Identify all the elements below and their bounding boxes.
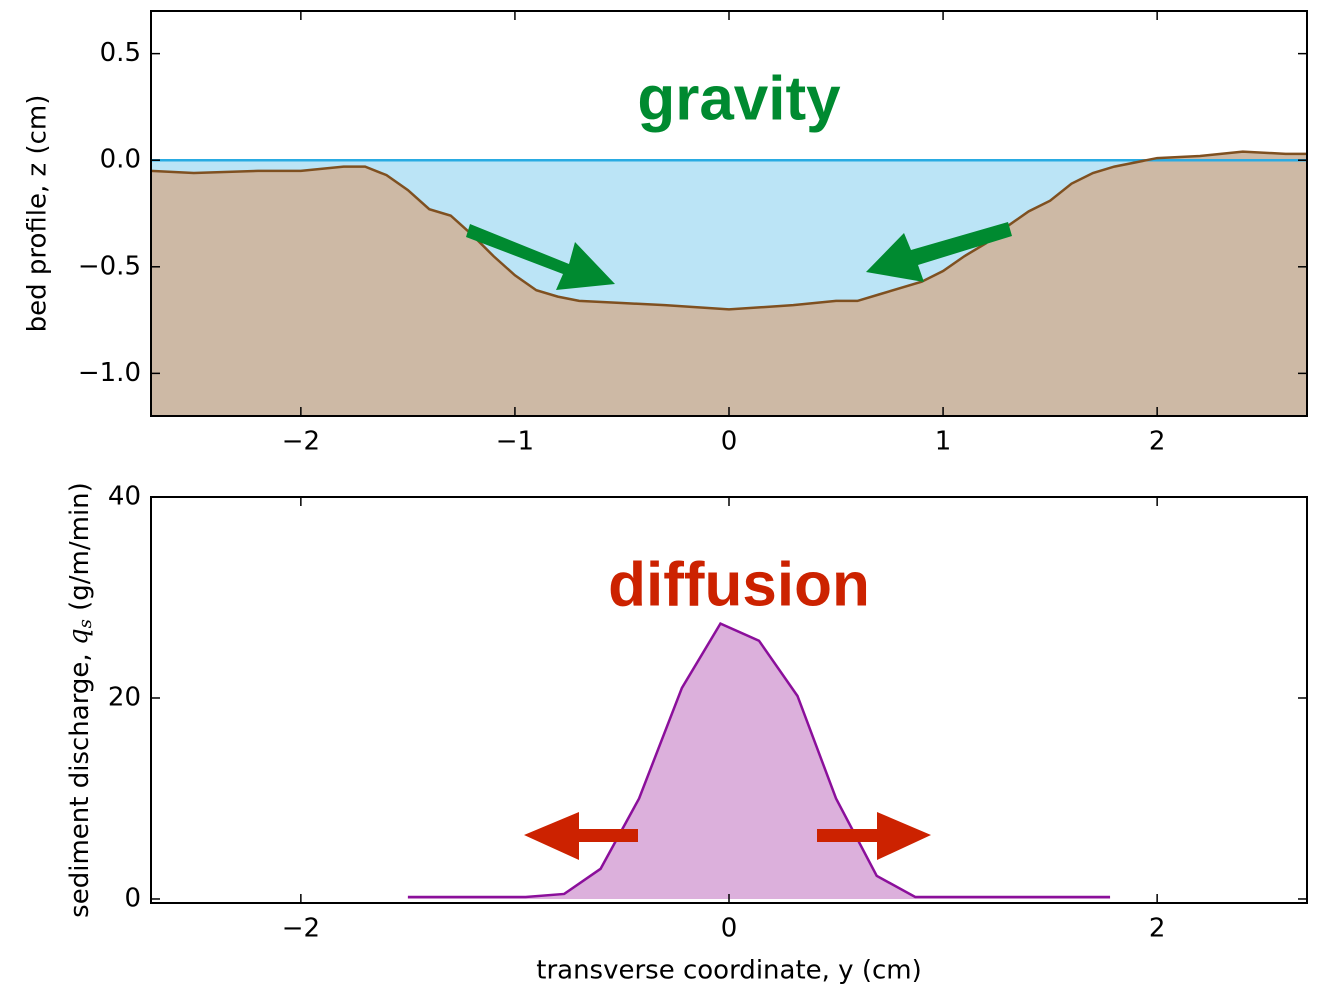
x-tick-label: 2 [1149, 914, 1166, 944]
area-fill [408, 624, 1110, 899]
y-axis-label-part: q [64, 628, 94, 645]
y-axis-label-part: (g/m/min) [65, 482, 95, 619]
annotation: diffusion [608, 550, 870, 619]
y-tick-label: −0.5 [78, 251, 141, 281]
x-axis-label: transverse coordinate, y (cm) [536, 956, 921, 986]
y-tick-label: 40 [108, 482, 141, 512]
x-tick-label: −2 [282, 427, 320, 457]
y-tick-label: 0 [124, 883, 141, 913]
plot-area [151, 152, 1307, 416]
x-tick-label: −1 [496, 427, 534, 457]
y-axis-label-part: s [75, 619, 96, 628]
top-panel: −2 −1 0 1 2 0.5 0.0 −0.5 −1.0 gravity bed profile,… [23, 11, 1308, 457]
y-tick-label: 20 [108, 682, 141, 712]
x-tick-label: 2 [1149, 427, 1166, 457]
figure: −2 −1 0 1 2 0.5 0.0 −0.5 −1.0 gravity bed profile,… [0, 0, 1318, 989]
x-tick-label: 0 [721, 914, 738, 944]
plot-area [408, 624, 1110, 899]
x-tick-label: 0 [721, 427, 738, 457]
y-tick-label: 0.5 [100, 38, 141, 68]
y-tick-label: 0.0 [100, 145, 141, 175]
y-axis-label: bed profile, z (cm) [23, 95, 53, 333]
annotation: gravity [637, 64, 841, 133]
y-axis-label-part: sediment discharge, [65, 645, 95, 918]
x-tick-label: 1 [935, 427, 952, 457]
y-axis-label: sediment discharge, qs (g/m/min) [64, 482, 96, 918]
y-tick-label: −1.0 [78, 358, 141, 388]
x-tick-label: −2 [282, 914, 320, 944]
